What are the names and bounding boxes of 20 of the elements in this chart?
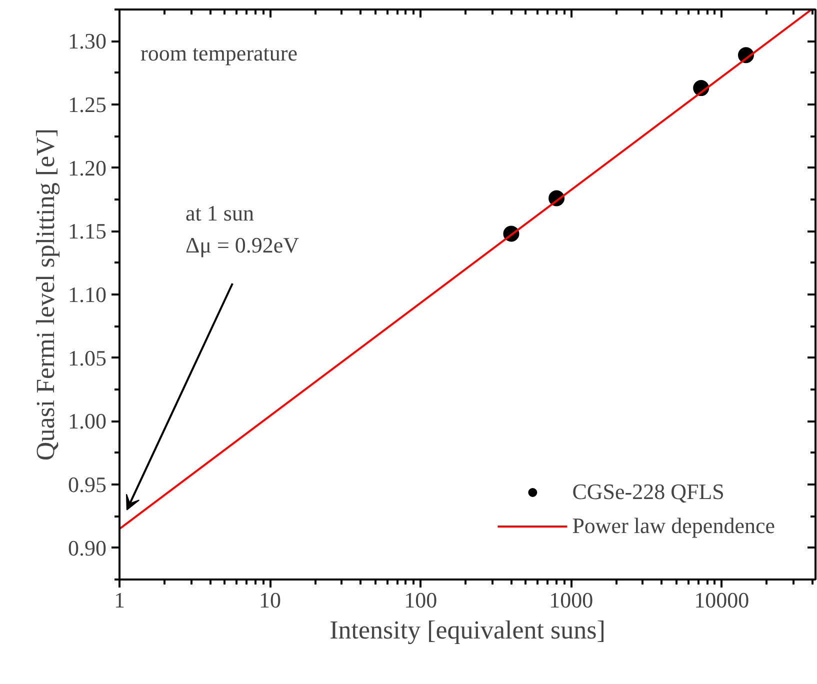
legend-label: Power law dependence: [572, 513, 775, 539]
y-axis-title: Quasi Fermi level splitting [eV]: [31, 128, 60, 461]
y-tick-label: 1.20: [68, 155, 106, 180]
y-tick-label: 1.10: [68, 282, 106, 307]
y-tick-label: 1.00: [68, 408, 106, 434]
y-tick-label: 0.90: [68, 535, 106, 560]
y-tick-label: 1.25: [68, 92, 106, 117]
legend-label: CGSe-228 QFLS: [572, 479, 724, 505]
annotation: at 1 sun Δμ = 0.92eV: [186, 200, 300, 258]
x-tick-label: 1000: [549, 588, 594, 612]
y-tick-label: 1.15: [68, 218, 106, 244]
x-tick-label: 10000: [694, 588, 750, 612]
y-tick-label: 1.30: [68, 28, 106, 54]
x-axis-title: Intensity [equivalent suns]: [330, 616, 606, 644]
annotation: room temperature: [140, 40, 298, 66]
x-tick-label: 1: [114, 588, 125, 612]
y-tick-label: 0.95: [68, 472, 106, 497]
y-tick-label: 1.05: [68, 345, 106, 370]
x-tick-label: 100: [404, 588, 438, 612]
x-tick-label: 10: [259, 588, 282, 612]
